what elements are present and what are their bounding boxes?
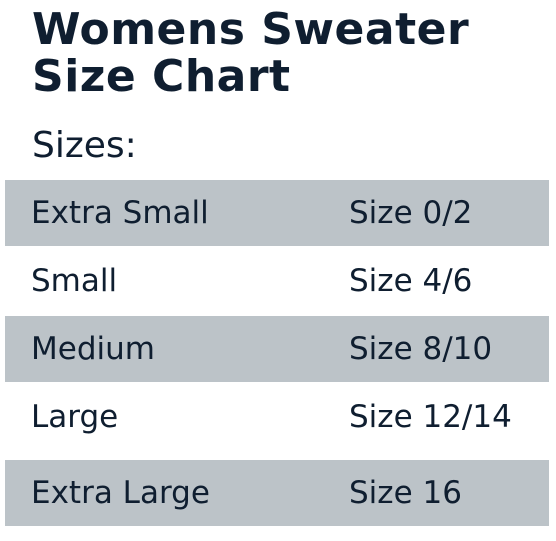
subtitle: Sizes: [32,125,137,166]
size-number: Size 12/14 [349,399,512,435]
size-name: Large [31,399,119,435]
size-name: Small [31,263,118,299]
size-number: Size 16 [349,475,462,511]
table-row: Large Size 12/14 [5,384,549,450]
size-number: Size 4/6 [349,263,473,299]
size-name: Medium [31,331,155,367]
size-number: Size 8/10 [349,331,493,367]
table-row: Extra Large Size 16 [5,460,549,526]
table-row: Medium Size 8/10 [5,316,549,382]
size-number: Size 0/2 [349,195,473,231]
size-name: Extra Small [31,195,209,231]
size-name: Extra Large [31,475,210,511]
title: Womens Sweater Size Chart [32,4,470,102]
table-row: Extra Small Size 0/2 [5,180,549,246]
table-row: Small Size 4/6 [5,248,549,314]
